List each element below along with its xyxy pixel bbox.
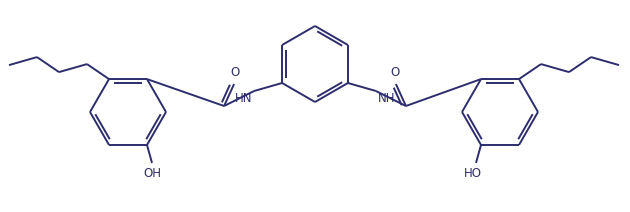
Text: O: O — [390, 66, 399, 79]
Text: O: O — [231, 66, 240, 79]
Text: NH: NH — [378, 92, 396, 105]
Text: HO: HO — [464, 167, 482, 180]
Text: OH: OH — [143, 167, 161, 180]
Text: HN: HN — [234, 92, 252, 105]
